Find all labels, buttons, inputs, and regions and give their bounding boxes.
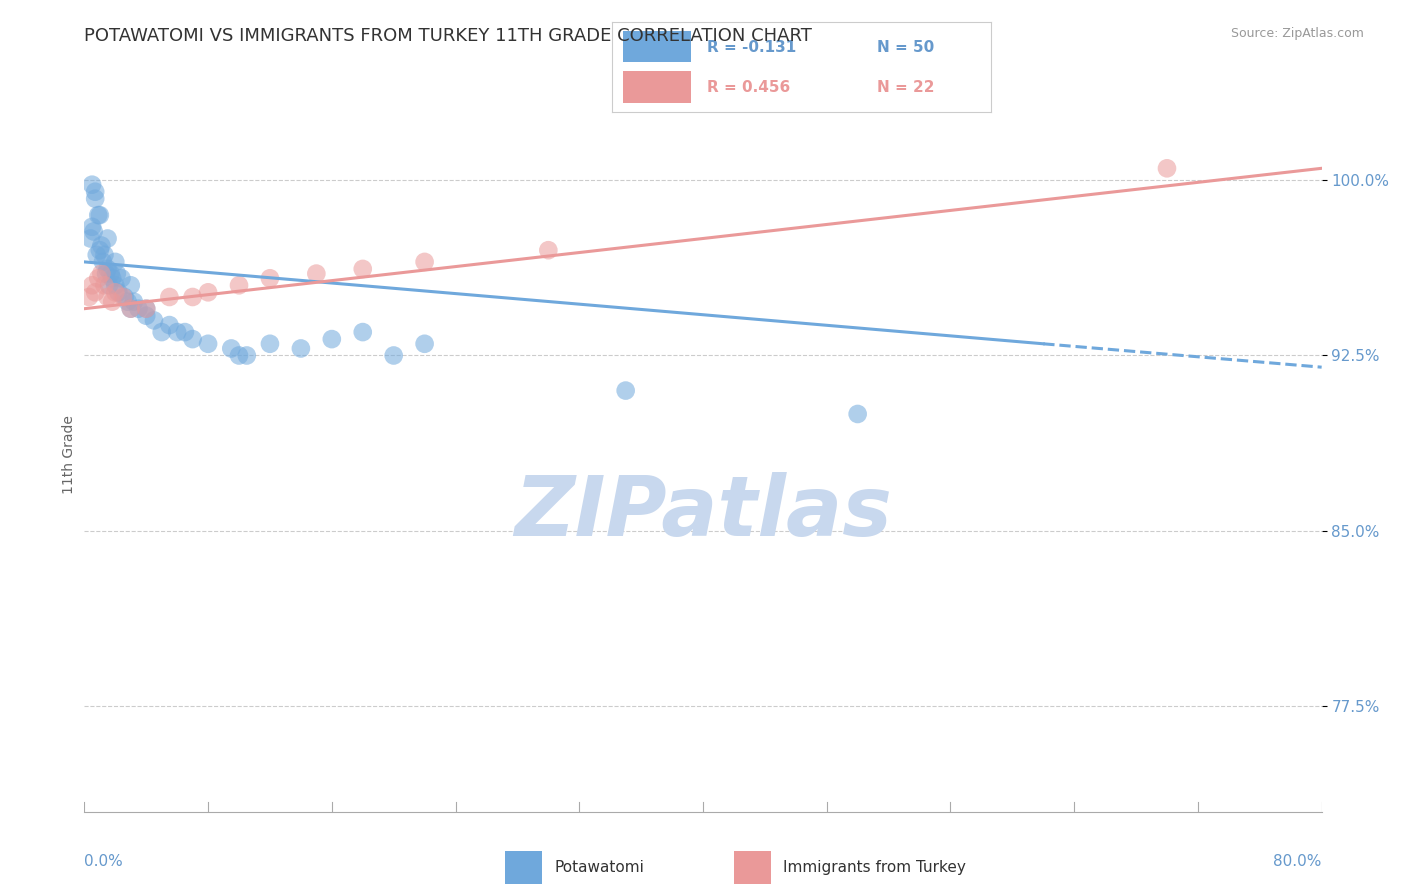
Point <box>98 278 121 293</box>
Point <box>105 267 128 281</box>
Point <box>122 294 145 309</box>
Point <box>352 261 374 276</box>
Point <box>413 255 436 269</box>
Point <box>96 231 118 245</box>
Point <box>846 407 869 421</box>
Point <box>84 192 107 206</box>
Text: Potawatomi: Potawatomi <box>554 860 644 875</box>
Point <box>82 178 104 192</box>
Point <box>114 290 136 304</box>
Point <box>104 278 127 293</box>
Point <box>127 301 149 316</box>
Point <box>290 342 312 356</box>
Point <box>413 336 436 351</box>
Text: 80.0%: 80.0% <box>1274 854 1322 869</box>
Point <box>82 219 104 234</box>
Text: R = 0.456: R = 0.456 <box>707 80 790 95</box>
Point <box>90 267 112 281</box>
Point <box>96 261 118 276</box>
Point <box>259 271 281 285</box>
Point <box>93 278 115 293</box>
Point <box>86 248 108 262</box>
Point <box>93 248 115 262</box>
Point <box>235 349 259 363</box>
Point <box>150 325 173 339</box>
Point <box>77 290 100 304</box>
Text: R = -0.131: R = -0.131 <box>707 40 796 54</box>
Point <box>181 290 204 304</box>
Point <box>94 267 117 281</box>
Point <box>197 285 219 300</box>
Point <box>90 238 112 252</box>
Text: POTAWATOMI VS IMMIGRANTS FROM TURKEY 11TH GRADE CORRELATION CHART: POTAWATOMI VS IMMIGRANTS FROM TURKEY 11T… <box>84 27 813 45</box>
Point <box>305 267 328 281</box>
Point <box>321 332 343 346</box>
Point <box>143 313 166 327</box>
Point <box>101 271 124 285</box>
Point <box>120 301 142 316</box>
Point <box>104 285 127 300</box>
Point <box>159 290 180 304</box>
Point <box>174 325 197 339</box>
Point <box>84 285 107 300</box>
Point <box>1156 161 1178 176</box>
Point <box>228 278 250 293</box>
Point <box>228 349 250 363</box>
Point <box>352 325 374 339</box>
Y-axis label: 11th Grade: 11th Grade <box>62 416 76 494</box>
Text: Source: ZipAtlas.com: Source: ZipAtlas.com <box>1230 27 1364 40</box>
Point <box>87 208 110 222</box>
Point <box>181 332 204 346</box>
Point <box>117 294 139 309</box>
Point <box>87 271 110 285</box>
Point <box>110 271 132 285</box>
Point <box>91 255 114 269</box>
Point <box>89 208 111 222</box>
Point <box>96 290 118 304</box>
Point <box>84 185 107 199</box>
Point <box>159 318 180 332</box>
Point <box>614 384 637 398</box>
Point <box>120 278 142 293</box>
Text: Immigrants from Turkey: Immigrants from Turkey <box>783 860 966 875</box>
Point <box>120 301 142 316</box>
Text: N = 22: N = 22 <box>877 80 935 95</box>
Point <box>221 342 243 356</box>
Bar <box>623 31 692 62</box>
Point <box>135 309 157 323</box>
Text: N = 50: N = 50 <box>877 40 935 54</box>
Point <box>89 243 111 257</box>
Point <box>382 349 405 363</box>
Bar <box>623 71 692 103</box>
Point <box>166 325 188 339</box>
Point <box>537 243 560 257</box>
Text: 0.0%: 0.0% <box>84 854 124 869</box>
Point <box>197 336 219 351</box>
Point <box>101 294 124 309</box>
Bar <box>505 851 543 883</box>
Point <box>79 231 101 245</box>
Point <box>107 285 129 300</box>
Point <box>135 301 157 316</box>
Point <box>82 278 104 293</box>
Point <box>135 301 157 316</box>
Point <box>100 267 122 281</box>
Text: ZIPatlas: ZIPatlas <box>515 472 891 552</box>
Point <box>104 255 127 269</box>
Point <box>83 225 105 239</box>
Point <box>112 290 135 304</box>
Point <box>259 336 281 351</box>
Bar <box>734 851 770 883</box>
